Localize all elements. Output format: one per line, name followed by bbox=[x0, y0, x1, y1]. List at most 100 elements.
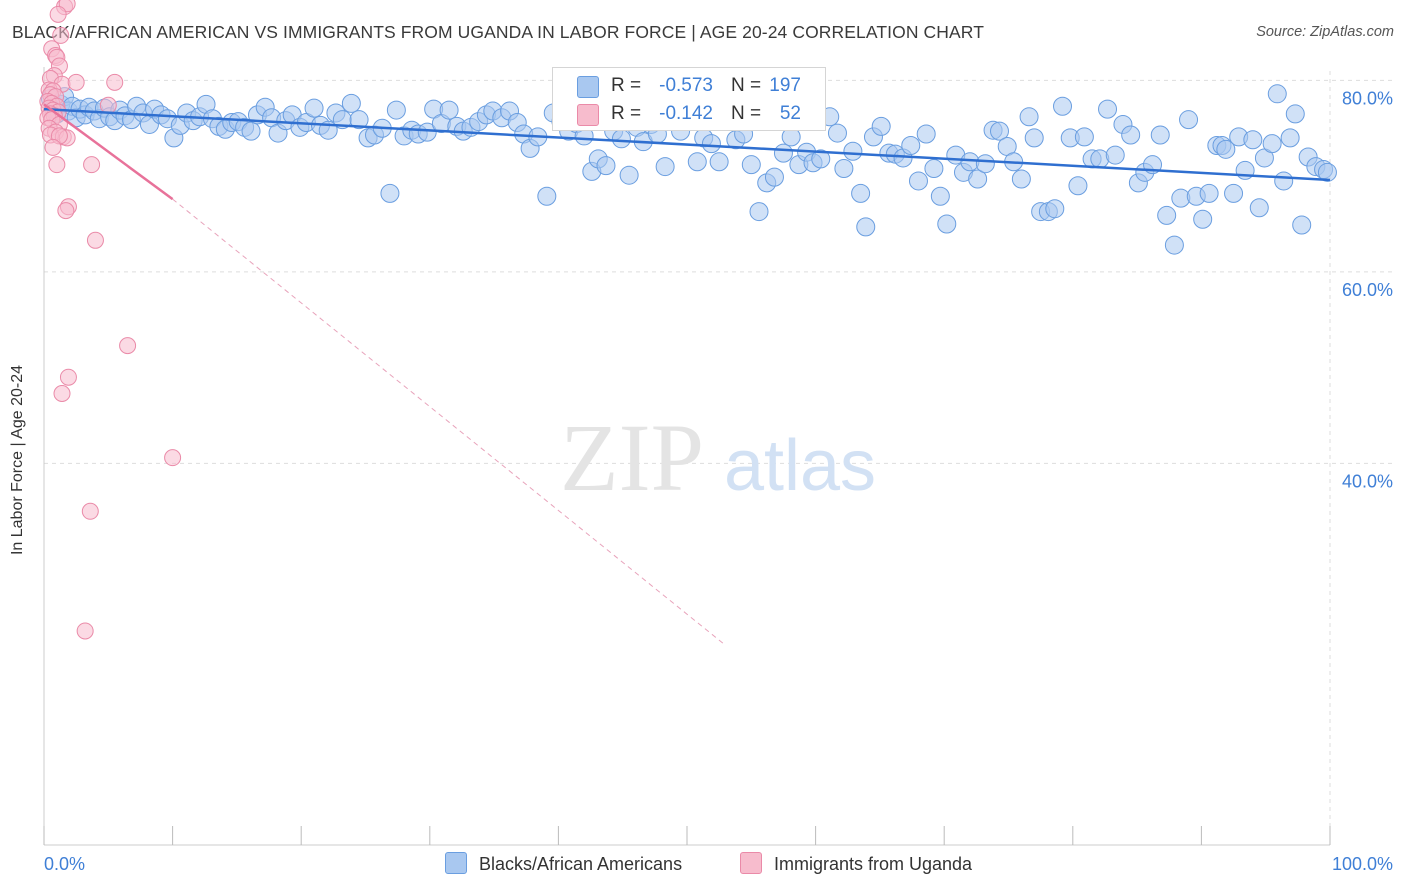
data-point-blue bbox=[709, 152, 729, 172]
data-point-blue bbox=[1011, 169, 1031, 189]
data-point-blue bbox=[1216, 139, 1236, 159]
data-point-blue bbox=[1105, 145, 1125, 165]
data-point-blue bbox=[924, 158, 944, 178]
data-point-pink bbox=[76, 622, 94, 640]
y-tick-label: 40.0% bbox=[1342, 471, 1393, 491]
data-point-pink bbox=[119, 337, 137, 355]
data-point-pink bbox=[44, 138, 62, 156]
data-point-pink bbox=[86, 231, 104, 249]
data-point-pink bbox=[53, 385, 71, 403]
data-point-blue bbox=[1292, 215, 1312, 235]
legend-n-value: 52 bbox=[779, 103, 801, 124]
data-point-blue bbox=[537, 186, 557, 206]
data-point-blue bbox=[764, 167, 784, 187]
trend-line-blue bbox=[43, 107, 1331, 182]
x-tick-label-min: 0.0% bbox=[44, 854, 85, 874]
data-point-blue bbox=[827, 123, 847, 143]
data-point-pink bbox=[57, 202, 75, 220]
data-point-blue bbox=[1019, 107, 1039, 127]
data-point-blue bbox=[749, 202, 769, 222]
data-point-blue bbox=[1262, 134, 1282, 154]
data-point-blue bbox=[417, 122, 437, 142]
data-point-blue bbox=[701, 134, 721, 154]
legend-n-value: 197 bbox=[769, 75, 801, 96]
data-point-blue bbox=[386, 100, 406, 120]
legend-label-blue: Blacks/African Americans bbox=[479, 854, 683, 874]
data-point-pink bbox=[67, 73, 85, 91]
data-point-blue bbox=[1243, 130, 1263, 150]
legend-r-label: R = bbox=[611, 75, 642, 96]
y-tick-label: 80.0% bbox=[1342, 88, 1393, 108]
data-point-blue bbox=[937, 214, 957, 234]
data-point-blue bbox=[1179, 110, 1199, 130]
x-tick-label-max: 100.0% bbox=[1332, 854, 1393, 874]
data-point-blue bbox=[1053, 96, 1073, 116]
data-point-blue bbox=[851, 183, 871, 203]
data-point-blue bbox=[741, 155, 761, 175]
data-point-blue bbox=[439, 100, 459, 120]
trend-lines bbox=[43, 103, 1331, 646]
data-point-pink bbox=[48, 156, 66, 174]
trend-line-pink-extension bbox=[172, 198, 726, 646]
data-point-pink bbox=[106, 73, 124, 91]
legend-r-label: R = bbox=[611, 103, 642, 124]
legend-n-label: N = bbox=[731, 75, 762, 96]
data-point-blue bbox=[834, 158, 854, 178]
watermark-atlas: atlas bbox=[724, 426, 876, 506]
data-point-blue bbox=[1098, 99, 1118, 119]
legend-r-value: -0.142 bbox=[659, 103, 713, 124]
correlation-legend: R = -0.573 N = 197 R = -0.142 N = 52 bbox=[552, 67, 826, 131]
source-label: Source: ZipAtlas.com bbox=[1256, 24, 1394, 40]
data-point-blue bbox=[380, 183, 400, 203]
data-point-blue bbox=[655, 157, 675, 177]
data-point-pink bbox=[49, 5, 67, 23]
data-point-blue bbox=[773, 143, 793, 163]
y-tick-label: 60.0% bbox=[1342, 280, 1393, 300]
legend-n-label: N = bbox=[731, 103, 762, 124]
data-point-pink bbox=[164, 449, 182, 467]
legend-swatch-pink bbox=[577, 104, 599, 126]
data-point-blue bbox=[1024, 128, 1044, 148]
legend-label-pink: Immigrants from Uganda bbox=[774, 854, 973, 874]
data-point-blue bbox=[1199, 183, 1219, 203]
data-point-blue bbox=[843, 141, 863, 161]
data-point-blue bbox=[1274, 171, 1294, 191]
data-point-blue bbox=[1074, 127, 1094, 147]
axes bbox=[43, 67, 1331, 846]
data-point-blue bbox=[1157, 205, 1177, 225]
data-point-pink bbox=[52, 26, 70, 44]
data-point-blue bbox=[975, 154, 995, 174]
data-point-blue bbox=[1121, 125, 1141, 145]
data-point-pink bbox=[99, 96, 117, 114]
data-point-pink bbox=[59, 368, 77, 386]
data-point-blue bbox=[1280, 128, 1300, 148]
data-point-blue bbox=[1150, 125, 1170, 145]
legend-swatch-blue bbox=[577, 76, 599, 98]
data-point-blue bbox=[241, 121, 261, 141]
data-point-blue bbox=[989, 121, 1009, 141]
data-point-pink bbox=[81, 502, 99, 520]
data-point-blue bbox=[871, 116, 891, 136]
data-point-blue bbox=[930, 186, 950, 206]
data-point-blue bbox=[1045, 199, 1065, 219]
data-point-blue bbox=[687, 152, 707, 172]
data-point-blue bbox=[341, 93, 361, 113]
data-point-blue bbox=[1224, 183, 1244, 203]
data-point-blue bbox=[1285, 104, 1305, 124]
data-point-blue bbox=[1193, 209, 1213, 229]
data-point-pink bbox=[83, 156, 101, 174]
data-point-blue bbox=[916, 124, 936, 144]
bottom-legend-pink: Immigrants from Uganda bbox=[740, 852, 972, 875]
data-point-blue bbox=[811, 149, 831, 169]
data-point-blue bbox=[349, 110, 369, 130]
data-point-blue bbox=[1068, 176, 1088, 196]
legend-swatch-blue bbox=[445, 852, 467, 874]
data-point-blue bbox=[1317, 162, 1337, 182]
trend-line-pink bbox=[43, 103, 174, 201]
data-point-blue bbox=[856, 217, 876, 237]
series-immigrants-from-uganda bbox=[39, 0, 182, 640]
bottom-legend-blue: Blacks/African Americans bbox=[445, 852, 682, 875]
data-point-blue bbox=[901, 136, 921, 156]
data-point-blue bbox=[968, 169, 988, 189]
